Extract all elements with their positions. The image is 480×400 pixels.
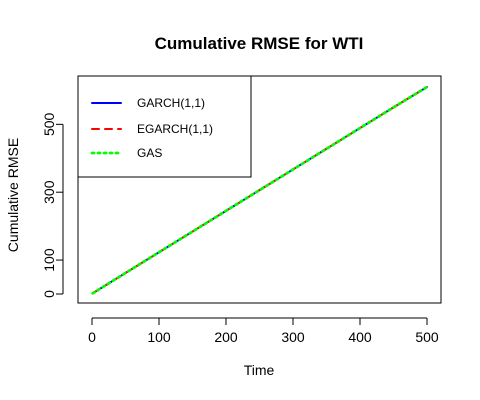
series-layer [91,85,429,295]
y-tick-label-100: 100 [41,248,57,272]
x-tick-label-0: 0 [88,329,96,345]
x-axis-ticks: 0 100 200 300 400 500 [88,317,439,345]
x-tick-label-200: 200 [214,329,238,345]
x-tick-label-500: 500 [415,329,439,345]
series-line-gas [91,85,429,295]
plot-frame [77,75,442,304]
x-tick-label-100: 100 [147,329,171,345]
legend-label-gas: GAS [137,146,162,160]
y-tick-label-0: 0 [41,290,57,298]
y-tick-label-300: 300 [41,180,57,204]
legend-label-egarch-1-1: EGARCH(1,1) [137,122,213,136]
y-axis-ticks: 0 100 300 500 [41,112,64,298]
x-tick-label-300: 300 [281,329,305,345]
y-tick-label-500: 500 [41,112,57,136]
y-axis-label: Cumulative RMSE [5,138,21,252]
x-tick-label-400: 400 [348,329,372,345]
legend: GARCH(1,1) EGARCH(1,1) GAS [77,75,252,178]
legend-label-garch-1-1: GARCH(1,1) [137,96,205,110]
legend-box [77,75,252,178]
chart-title: Cumulative RMSE for WTI [155,34,364,53]
x-axis-label: Time [244,362,275,378]
